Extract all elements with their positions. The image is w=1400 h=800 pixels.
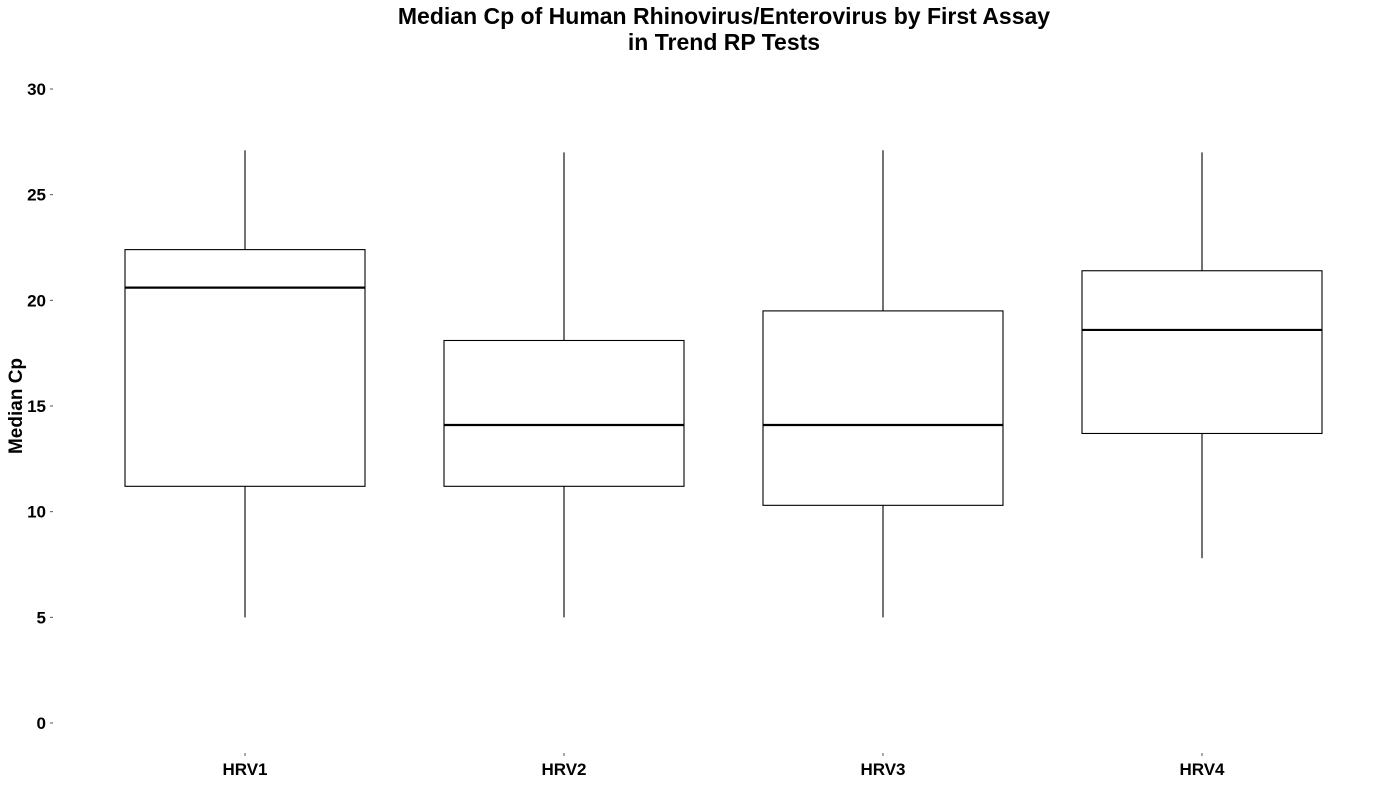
iqr-box [124,249,366,487]
iqr-box [762,310,1004,506]
chart-title: Median Cp of Human Rhinovirus/Enteroviru… [398,3,1050,29]
y-tick-label: 20 [27,291,46,310]
iqr-box [1081,270,1323,435]
box-hrv2 [443,152,685,618]
iqr-box [443,339,685,487]
box-hrv4 [1081,152,1323,559]
y-axis: 0 5 10 15 20 25 30 [27,80,53,733]
y-tick-label: 15 [27,397,46,416]
x-tick-label: HRV3 [860,760,905,779]
box-hrv3 [762,150,1004,618]
y-tick-label: 30 [27,80,46,99]
x-tick-label: HRV1 [222,760,267,779]
x-tick-label: HRV2 [541,760,586,779]
y-tick-label: 5 [37,608,46,627]
chart-subtitle: in Trend RP Tests [628,29,820,55]
y-tick-label: 0 [37,714,46,733]
box-series [124,150,1323,618]
x-axis: HRV1 HRV2 HRV3 HRV4 [222,753,1225,779]
x-tick-label: HRV4 [1179,760,1225,779]
y-axis-label: Median Cp [6,358,27,454]
y-tick-label: 25 [27,186,46,205]
box-hrv1 [124,150,366,618]
y-tick-label: 10 [27,503,46,522]
